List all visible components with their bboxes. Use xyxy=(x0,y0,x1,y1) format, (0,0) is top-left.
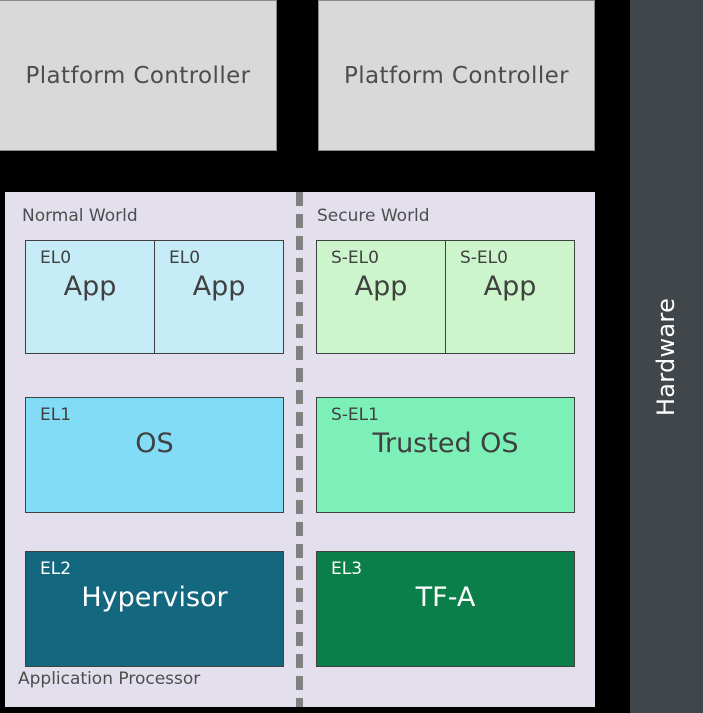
level-tag-el3: EL3 xyxy=(331,559,363,579)
box-secure-el3-tfa: EL3 TF-A xyxy=(316,551,575,667)
level-title-sel0-app-2: App xyxy=(483,271,537,302)
platform-controller-label-1: Platform Controller xyxy=(25,62,251,89)
platform-controller-box-2: Platform Controller xyxy=(318,0,595,151)
level-tag-sel1: S-EL1 xyxy=(331,405,379,425)
level-title-os: OS xyxy=(135,428,174,459)
world-divider-dashed-line xyxy=(296,192,303,707)
application-processor-panel: Normal World Secure World EL0 App EL0 Ap… xyxy=(5,192,595,707)
box-normal-el0-app-2: EL0 App xyxy=(154,240,284,354)
level-title-hypervisor: Hypervisor xyxy=(81,582,228,613)
level-title-tfa: TF-A xyxy=(415,582,476,613)
box-normal-el0-app-1: EL0 App xyxy=(25,240,155,354)
level-tag-el1: EL1 xyxy=(40,405,72,425)
platform-controller-box-1: Platform Controller xyxy=(0,0,277,151)
level-tag-el0-app-2: EL0 xyxy=(169,248,201,268)
hardware-bar: Hardware xyxy=(630,0,703,713)
level-title-trusted-os: Trusted OS xyxy=(372,428,519,459)
level-title-el0-app-1: App xyxy=(63,271,117,302)
level-tag-sel0-app-1: S-EL0 xyxy=(331,248,379,268)
level-title-el0-app-2: App xyxy=(192,271,246,302)
platform-controller-label-2: Platform Controller xyxy=(343,62,570,89)
level-tag-el2: EL2 xyxy=(40,559,72,579)
box-normal-el2-hypervisor: EL2 Hypervisor xyxy=(25,551,284,667)
box-secure-sel1-trusted-os: S-EL1 Trusted OS xyxy=(316,397,575,513)
box-secure-sel0-app-1: S-EL0 App xyxy=(316,240,446,354)
level-title-sel0-app-1: App xyxy=(354,271,408,302)
application-processor-label: Application Processor xyxy=(18,669,201,689)
level-tag-sel0-app-2: S-EL0 xyxy=(460,248,508,268)
secure-world-label: Secure World xyxy=(317,206,430,226)
box-normal-el1-os: EL1 OS xyxy=(25,397,284,513)
level-tag-el0-app-1: EL0 xyxy=(40,248,72,268)
box-secure-sel0-app-2: S-EL0 App xyxy=(445,240,575,354)
hardware-label: Hardware xyxy=(652,297,681,416)
normal-world-label: Normal World xyxy=(22,206,138,226)
